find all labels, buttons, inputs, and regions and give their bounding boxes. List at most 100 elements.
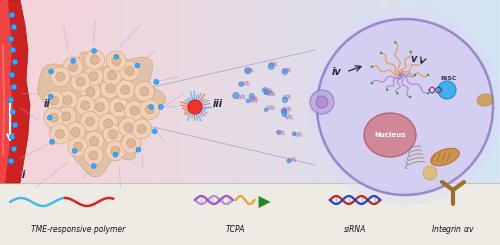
Circle shape — [86, 87, 95, 96]
Circle shape — [50, 124, 70, 144]
Circle shape — [92, 163, 96, 169]
Circle shape — [108, 71, 116, 80]
Circle shape — [118, 118, 139, 137]
Circle shape — [8, 97, 14, 103]
Ellipse shape — [364, 113, 416, 157]
Circle shape — [80, 111, 100, 132]
Circle shape — [50, 67, 70, 87]
Circle shape — [84, 145, 103, 165]
Circle shape — [282, 112, 287, 117]
Circle shape — [249, 93, 254, 99]
Circle shape — [86, 117, 94, 126]
Circle shape — [84, 66, 103, 86]
Circle shape — [114, 103, 124, 112]
Circle shape — [158, 105, 164, 110]
Circle shape — [135, 63, 140, 68]
Circle shape — [49, 96, 58, 105]
Circle shape — [63, 96, 72, 105]
Circle shape — [50, 139, 54, 144]
Circle shape — [140, 87, 149, 96]
Circle shape — [49, 113, 58, 122]
Circle shape — [62, 112, 71, 121]
Circle shape — [71, 127, 80, 136]
Circle shape — [70, 72, 90, 92]
Circle shape — [56, 130, 64, 138]
Circle shape — [244, 67, 251, 74]
Circle shape — [264, 108, 268, 112]
Circle shape — [427, 92, 430, 94]
Circle shape — [137, 124, 146, 134]
Circle shape — [121, 133, 141, 153]
Circle shape — [282, 110, 286, 114]
Circle shape — [9, 12, 15, 18]
Circle shape — [126, 138, 136, 147]
Circle shape — [145, 105, 154, 114]
Text: Integrin $\alpha$v: Integrin $\alpha$v — [431, 223, 475, 236]
Circle shape — [74, 142, 82, 151]
Circle shape — [9, 134, 15, 140]
Circle shape — [106, 141, 126, 161]
Circle shape — [80, 82, 100, 102]
Polygon shape — [0, 0, 30, 183]
Circle shape — [90, 55, 100, 64]
Circle shape — [56, 106, 76, 126]
Circle shape — [76, 77, 85, 86]
Circle shape — [120, 85, 130, 94]
Circle shape — [238, 82, 244, 87]
Circle shape — [120, 61, 140, 81]
Circle shape — [72, 148, 77, 153]
Circle shape — [48, 69, 54, 74]
Circle shape — [113, 152, 118, 157]
Circle shape — [68, 137, 88, 157]
Circle shape — [48, 94, 53, 99]
Circle shape — [420, 60, 422, 63]
Circle shape — [124, 101, 144, 121]
Circle shape — [44, 108, 64, 128]
Polygon shape — [0, 0, 13, 183]
Text: iv: iv — [332, 67, 342, 77]
Circle shape — [66, 122, 86, 142]
Circle shape — [104, 119, 112, 128]
Text: siRNA: siRNA — [344, 225, 366, 234]
Circle shape — [9, 72, 15, 78]
Circle shape — [109, 97, 129, 117]
Circle shape — [96, 102, 104, 111]
Circle shape — [316, 96, 328, 108]
Circle shape — [11, 146, 17, 152]
Circle shape — [427, 74, 429, 76]
Circle shape — [370, 82, 373, 85]
Circle shape — [68, 62, 78, 71]
Circle shape — [89, 151, 98, 160]
Circle shape — [386, 88, 388, 91]
Circle shape — [410, 50, 412, 53]
Circle shape — [409, 96, 411, 98]
Circle shape — [264, 90, 269, 95]
Circle shape — [84, 131, 104, 151]
Circle shape — [310, 90, 334, 114]
Circle shape — [92, 49, 96, 53]
Polygon shape — [258, 196, 270, 208]
Circle shape — [115, 80, 135, 100]
Circle shape — [188, 100, 202, 114]
Circle shape — [80, 101, 90, 110]
Circle shape — [8, 158, 14, 164]
Circle shape — [307, 9, 500, 205]
Circle shape — [8, 36, 14, 42]
Circle shape — [63, 57, 83, 77]
Circle shape — [103, 124, 123, 144]
Circle shape — [12, 59, 18, 65]
Circle shape — [136, 147, 141, 152]
Circle shape — [10, 109, 16, 115]
Circle shape — [152, 129, 157, 134]
Circle shape — [396, 92, 398, 95]
Ellipse shape — [430, 148, 460, 166]
Circle shape — [380, 52, 382, 54]
Circle shape — [282, 97, 288, 103]
Text: v: v — [410, 54, 416, 64]
Circle shape — [246, 99, 250, 103]
Circle shape — [140, 99, 160, 120]
Circle shape — [132, 119, 152, 139]
Circle shape — [111, 146, 120, 155]
Circle shape — [112, 57, 121, 65]
Circle shape — [12, 122, 18, 128]
